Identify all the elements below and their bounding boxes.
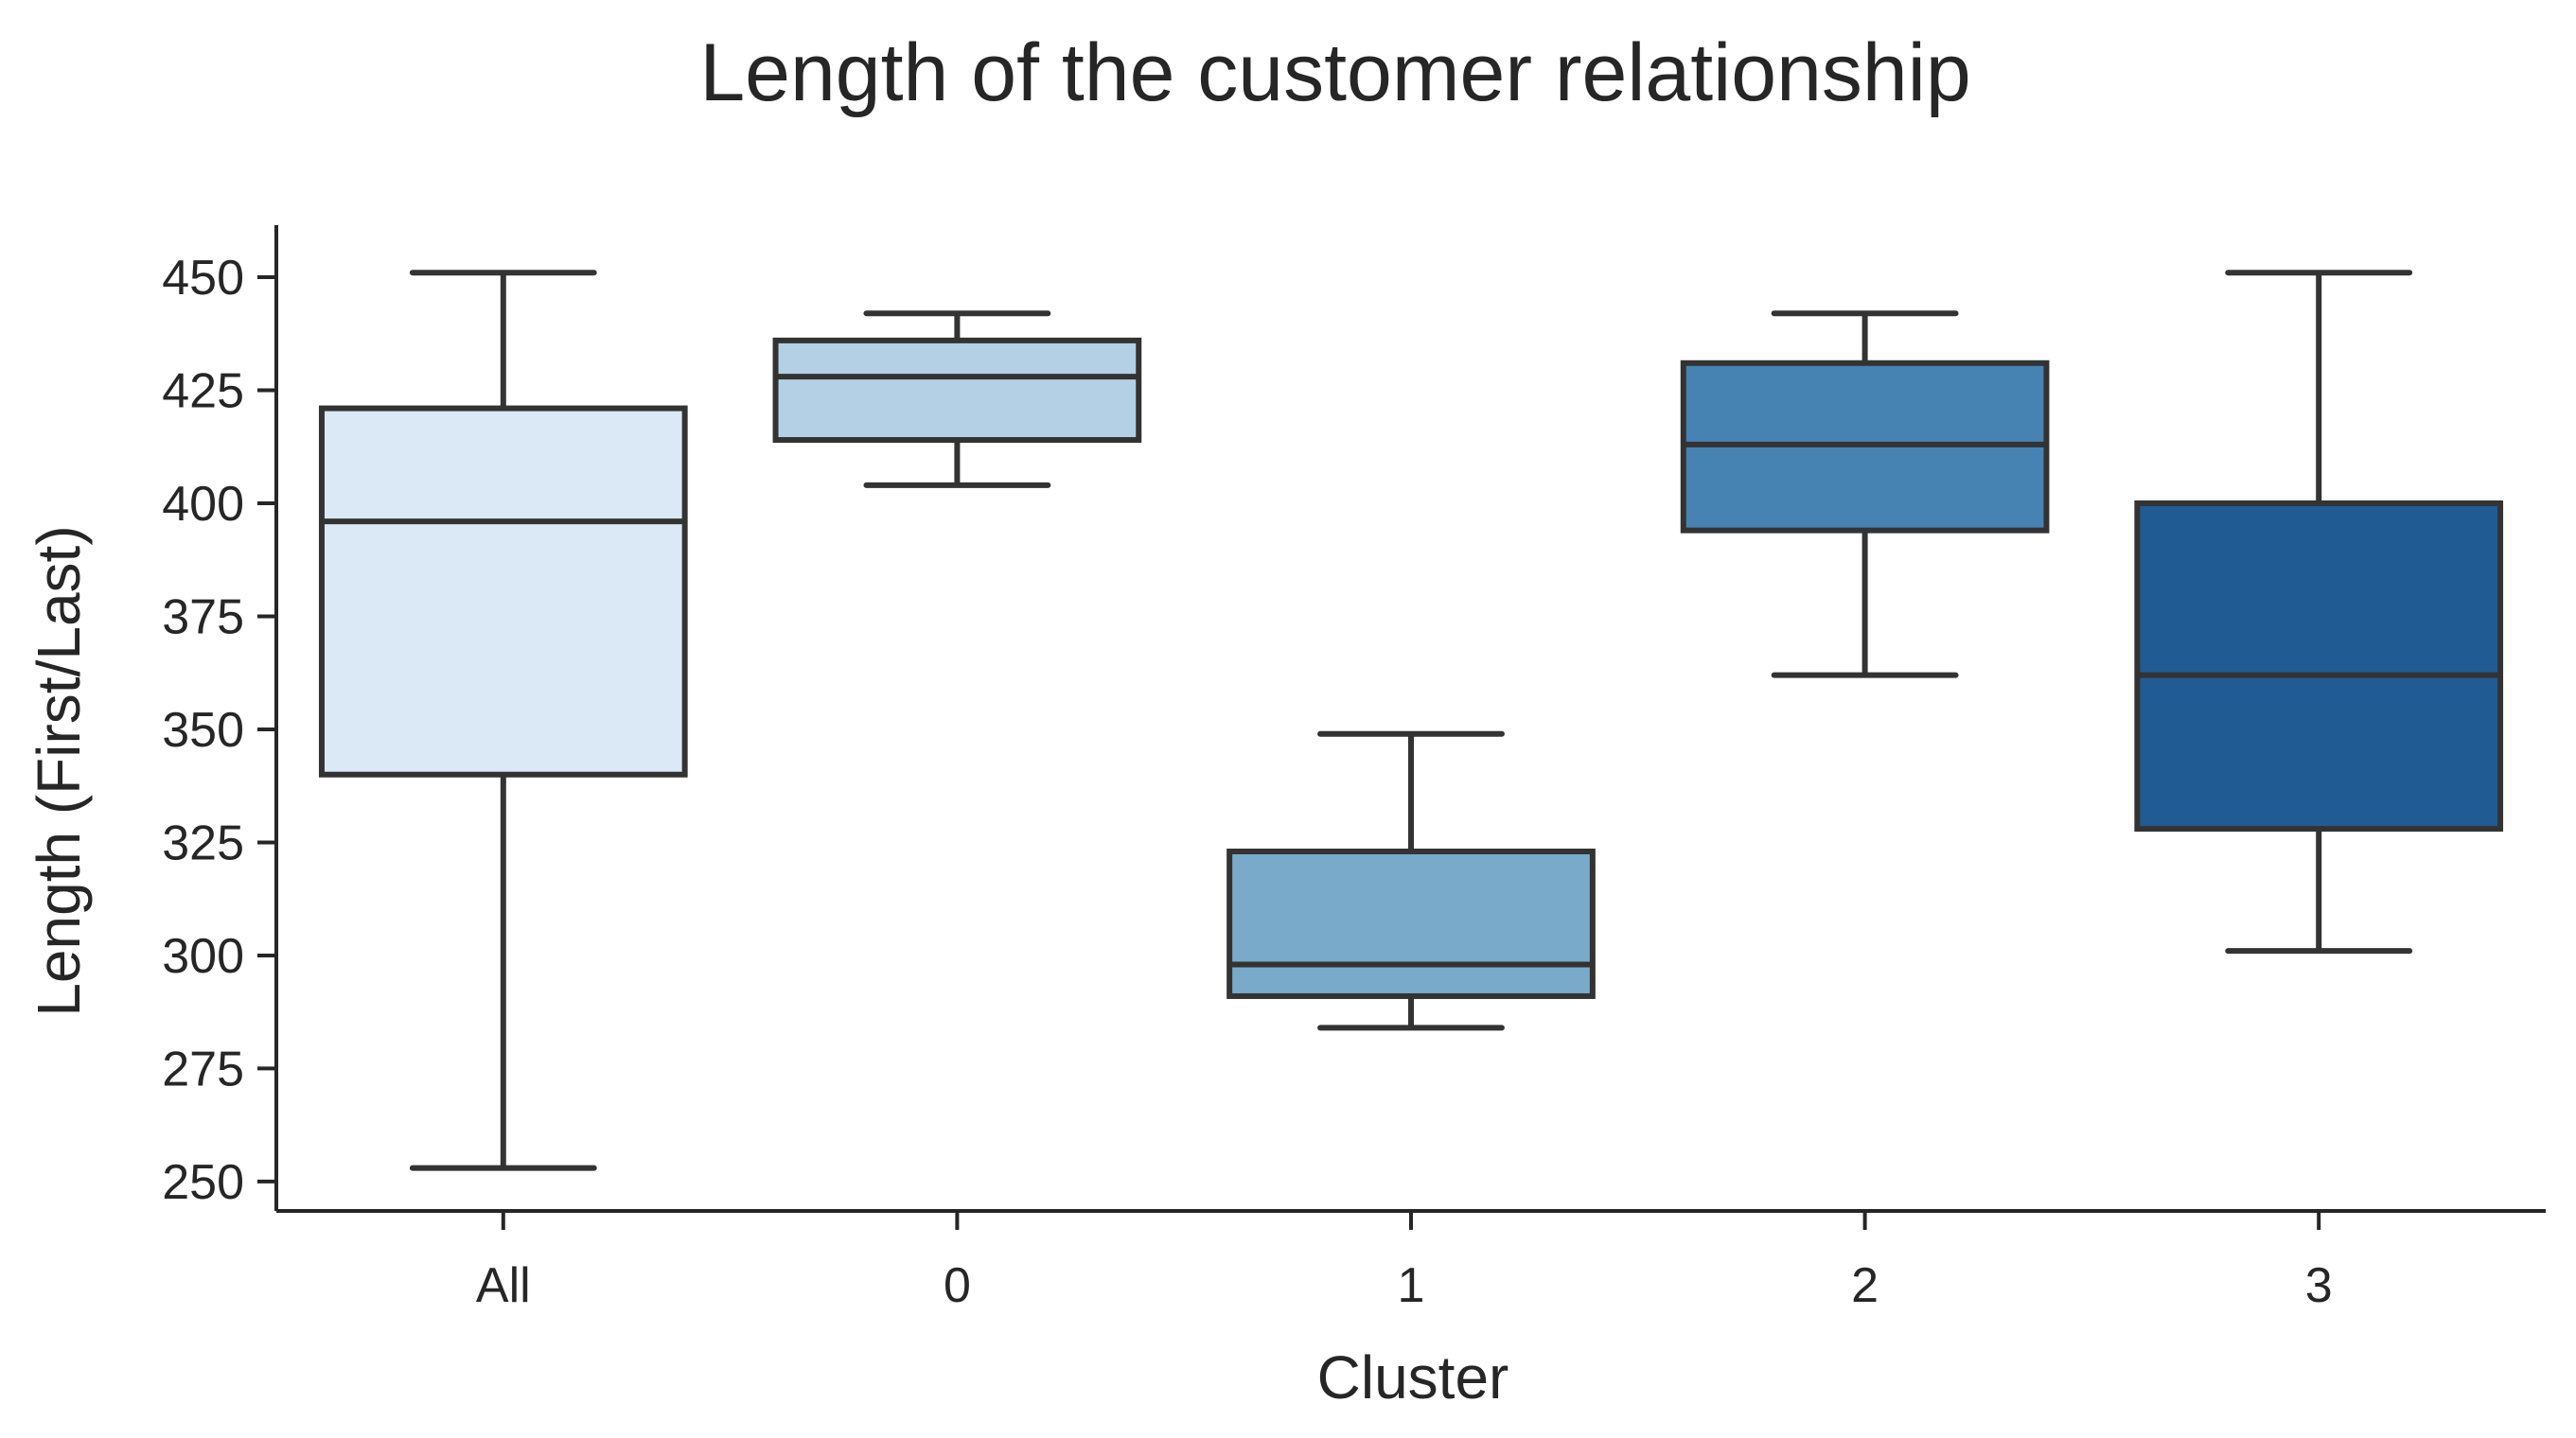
plot-area xyxy=(318,270,2504,1171)
y-tick-label: 325 xyxy=(162,815,244,870)
y-tick-label: 300 xyxy=(162,929,244,984)
y-tick-label: 400 xyxy=(162,477,244,532)
y-axis: 250 275 300 325 350 375 400 425 450 xyxy=(162,225,278,1211)
box-group-cluster-1 xyxy=(1226,730,1596,1031)
y-axis-label: Length (First/Last) xyxy=(25,525,93,1016)
box-iqr xyxy=(772,337,1142,444)
box-group-cluster-0 xyxy=(772,310,1142,488)
y-tick-label: 350 xyxy=(162,703,244,758)
y-tick-label: 250 xyxy=(162,1155,244,1210)
y-tick-label: 450 xyxy=(162,251,244,306)
x-tick-label: All xyxy=(476,1258,531,1313)
box-group-all xyxy=(318,270,688,1171)
x-tick-label: 1 xyxy=(1398,1258,1425,1313)
y-tick-label: 375 xyxy=(162,589,244,644)
x-tick-label: 2 xyxy=(1851,1258,1879,1313)
box-iqr xyxy=(1226,849,1596,999)
box-group-cluster-2 xyxy=(1680,310,2050,678)
chart-title: Length of the customer relationship xyxy=(699,27,1970,118)
x-axis-label: Cluster xyxy=(1317,1343,1509,1412)
y-tick-label: 275 xyxy=(162,1042,244,1096)
x-axis: All 0 1 2 3 xyxy=(276,1209,2546,1313)
x-tick-label: 3 xyxy=(2305,1258,2333,1313)
box-iqr xyxy=(318,405,688,778)
box-iqr xyxy=(2134,500,2504,833)
box-group-cluster-3 xyxy=(2134,270,2504,955)
y-tick-label: 425 xyxy=(162,363,244,418)
x-tick-label: 0 xyxy=(944,1258,971,1313)
